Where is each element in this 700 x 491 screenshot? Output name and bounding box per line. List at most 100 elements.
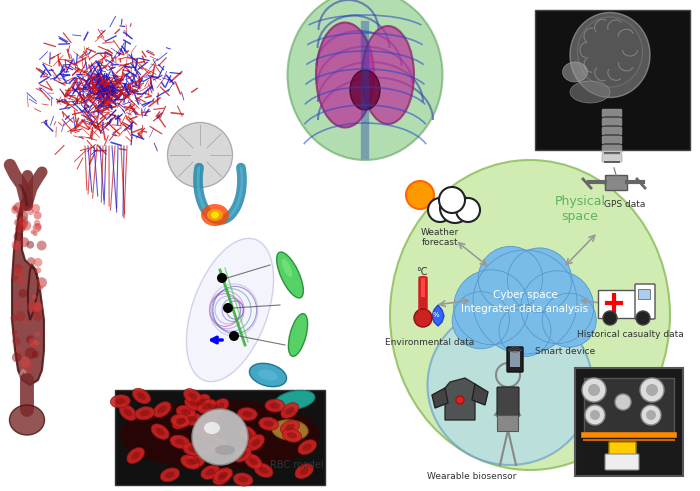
Circle shape — [15, 223, 25, 233]
Circle shape — [646, 384, 658, 396]
Circle shape — [27, 302, 37, 312]
Circle shape — [38, 285, 43, 290]
Text: °C: °C — [416, 267, 428, 277]
Text: Physical
space: Physical space — [554, 195, 606, 223]
Circle shape — [588, 384, 600, 396]
Ellipse shape — [202, 434, 222, 447]
Ellipse shape — [192, 438, 209, 455]
Circle shape — [456, 396, 464, 404]
Ellipse shape — [259, 467, 268, 474]
Ellipse shape — [211, 212, 219, 218]
Circle shape — [34, 220, 41, 226]
Circle shape — [12, 240, 21, 249]
Ellipse shape — [251, 438, 260, 446]
Circle shape — [16, 270, 21, 274]
Ellipse shape — [186, 459, 195, 465]
Ellipse shape — [153, 402, 171, 417]
FancyBboxPatch shape — [602, 127, 622, 135]
Ellipse shape — [233, 473, 253, 486]
Ellipse shape — [151, 424, 169, 439]
Polygon shape — [432, 388, 448, 408]
Ellipse shape — [239, 426, 257, 442]
Circle shape — [542, 293, 596, 347]
Ellipse shape — [190, 400, 199, 407]
Circle shape — [19, 237, 29, 247]
Ellipse shape — [201, 204, 229, 226]
Ellipse shape — [193, 394, 210, 410]
Text: Environmental data: Environmental data — [386, 338, 475, 347]
Ellipse shape — [176, 405, 196, 419]
Circle shape — [223, 303, 233, 313]
Circle shape — [24, 321, 29, 326]
Circle shape — [473, 250, 577, 354]
FancyBboxPatch shape — [115, 390, 325, 485]
Ellipse shape — [298, 439, 316, 455]
Circle shape — [229, 331, 239, 341]
Ellipse shape — [204, 414, 213, 422]
Text: Historical casualty data: Historical casualty data — [577, 330, 683, 339]
Circle shape — [32, 301, 43, 312]
FancyBboxPatch shape — [575, 368, 683, 476]
Circle shape — [452, 292, 510, 349]
Circle shape — [35, 331, 41, 337]
Ellipse shape — [287, 433, 297, 438]
Text: %: % — [433, 312, 440, 318]
Circle shape — [22, 221, 32, 231]
Circle shape — [406, 181, 434, 209]
FancyBboxPatch shape — [602, 145, 622, 153]
Ellipse shape — [140, 410, 150, 416]
Ellipse shape — [233, 447, 251, 462]
Ellipse shape — [188, 393, 197, 400]
Circle shape — [24, 362, 34, 371]
Circle shape — [590, 410, 600, 420]
Text: Cyber space
Integrated data analysis: Cyber space Integrated data analysis — [461, 290, 589, 314]
Circle shape — [14, 218, 22, 226]
Circle shape — [499, 304, 551, 356]
Circle shape — [19, 356, 30, 367]
FancyBboxPatch shape — [602, 136, 622, 144]
Circle shape — [454, 270, 528, 345]
Circle shape — [603, 311, 617, 325]
Circle shape — [19, 289, 27, 298]
Ellipse shape — [288, 314, 307, 356]
Ellipse shape — [176, 418, 186, 424]
Ellipse shape — [188, 446, 198, 452]
Circle shape — [31, 204, 40, 213]
Circle shape — [32, 351, 39, 358]
Circle shape — [456, 198, 480, 222]
Circle shape — [478, 246, 542, 311]
Circle shape — [35, 223, 42, 230]
Ellipse shape — [218, 472, 228, 478]
Circle shape — [17, 219, 28, 230]
Ellipse shape — [288, 0, 442, 160]
Circle shape — [33, 223, 41, 232]
Circle shape — [33, 231, 38, 236]
Circle shape — [32, 295, 37, 300]
Ellipse shape — [182, 412, 202, 426]
Ellipse shape — [247, 435, 265, 451]
Circle shape — [582, 378, 606, 402]
Ellipse shape — [137, 392, 146, 400]
FancyBboxPatch shape — [602, 154, 622, 162]
Polygon shape — [12, 200, 44, 385]
Ellipse shape — [218, 474, 227, 481]
Ellipse shape — [286, 407, 294, 414]
Circle shape — [646, 410, 656, 420]
Ellipse shape — [570, 81, 610, 103]
Ellipse shape — [208, 404, 218, 410]
Ellipse shape — [132, 388, 150, 404]
Circle shape — [30, 340, 36, 347]
Circle shape — [32, 302, 36, 307]
Polygon shape — [432, 305, 444, 326]
Circle shape — [27, 241, 34, 249]
Ellipse shape — [170, 435, 190, 448]
Ellipse shape — [215, 445, 235, 455]
Ellipse shape — [124, 409, 132, 416]
Circle shape — [35, 267, 41, 273]
Circle shape — [12, 275, 18, 281]
Circle shape — [439, 187, 465, 213]
Ellipse shape — [158, 406, 167, 413]
Circle shape — [15, 311, 25, 321]
Circle shape — [414, 309, 432, 327]
Ellipse shape — [207, 209, 223, 221]
